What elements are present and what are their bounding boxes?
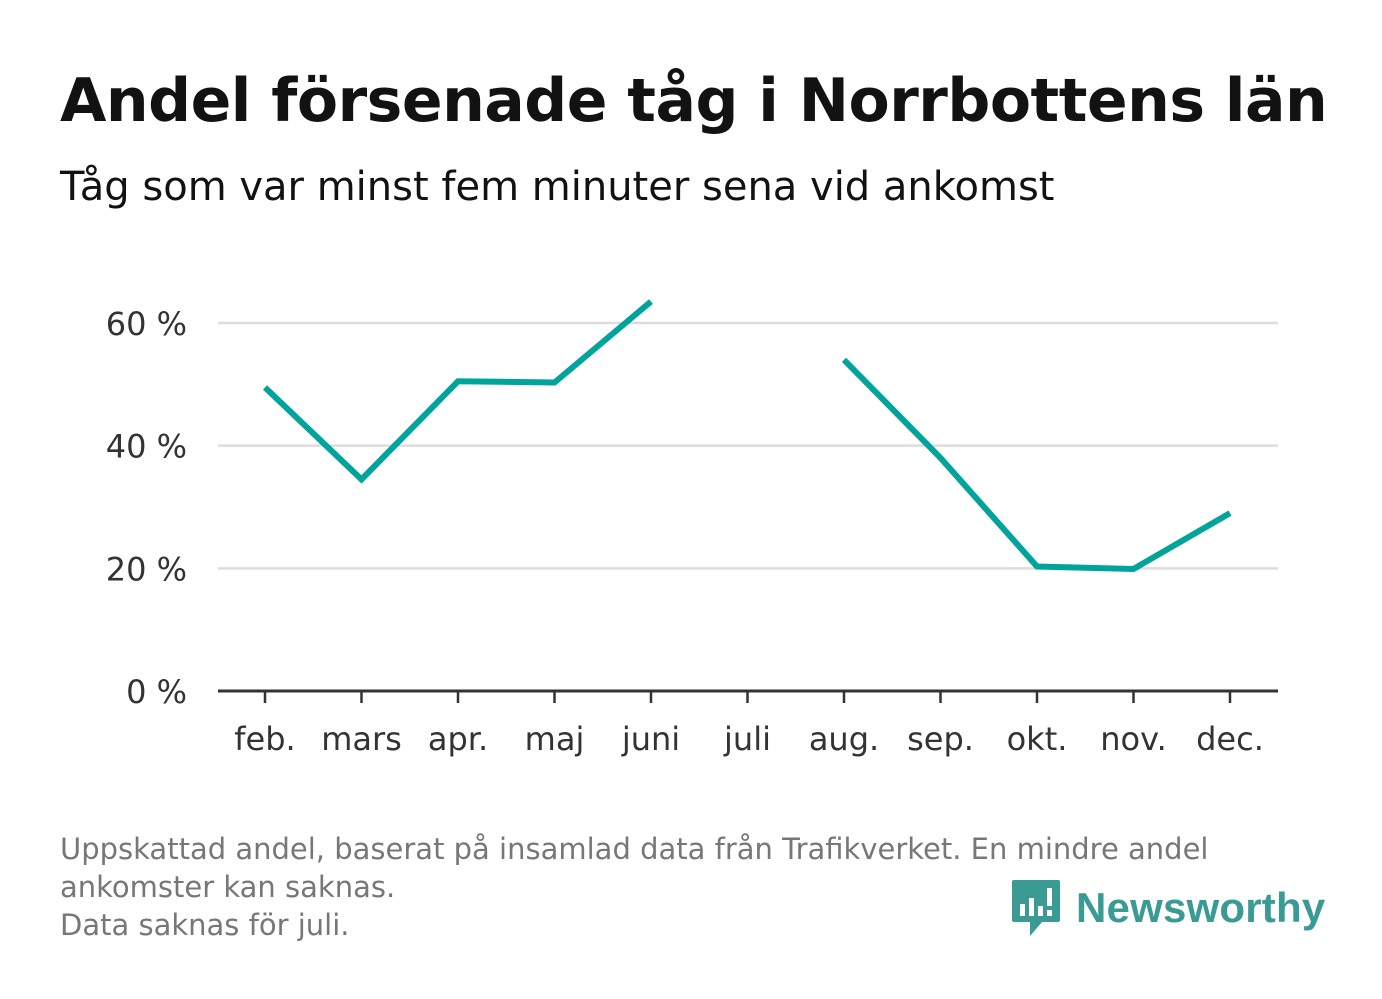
brand-logo: Newsworthy (1010, 878, 1325, 938)
footer-note: ankomster kan saknas. (60, 870, 396, 904)
chart-title: Andel försenade tåg i Norrbottens län (60, 66, 1328, 136)
footer-note: Data saknas för juli. (60, 908, 350, 942)
x-tick-label: aug. (809, 720, 879, 758)
y-tick-label: 60 % (106, 305, 187, 343)
x-tick-label: apr. (428, 720, 488, 758)
footer-notes: Uppskattad andel, baserat på insamlad da… (60, 830, 1320, 944)
brand-name: Newsworthy (1076, 884, 1326, 931)
x-tick-label: sep. (907, 720, 974, 758)
x-tick-label: mars (321, 720, 402, 758)
y-axis-tick-labels: 0 % 20 % 40 % 60 % (106, 305, 187, 711)
y-tick-label: 0 % (126, 673, 187, 711)
x-tick-label: nov. (1100, 720, 1166, 758)
x-tick-label: dec. (1196, 720, 1264, 758)
series-line (841, 357, 1232, 572)
newsworthy-logo-icon (1012, 880, 1060, 936)
y-tick-label: 40 % (106, 428, 187, 466)
series-lines (262, 299, 1232, 572)
grid-lines (218, 321, 1278, 570)
x-axis (218, 689, 1278, 703)
x-tick-label: juli (723, 720, 771, 758)
series-line (262, 299, 653, 484)
x-tick-label: maj (525, 720, 585, 758)
x-tick-label: juni (621, 720, 680, 758)
x-tick-label: okt. (1007, 720, 1068, 758)
y-tick-label: 20 % (106, 550, 187, 588)
x-axis-tick-labels: feb. mars apr. maj juni juli aug. sep. okt. nov. d… (234, 720, 1264, 758)
chart-subtitle: Tåg som var minst fem minuter sena vid a… (60, 164, 1055, 210)
x-tick-label: feb. (234, 720, 295, 758)
footer-note: Uppskattad andel, baserat på insamlad da… (60, 832, 1209, 866)
